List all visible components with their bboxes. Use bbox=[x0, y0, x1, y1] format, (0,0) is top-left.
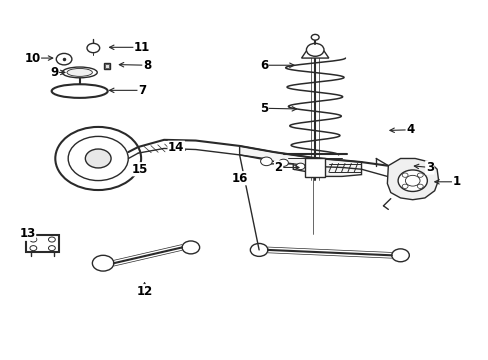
Ellipse shape bbox=[62, 67, 97, 78]
Text: 8: 8 bbox=[142, 59, 151, 72]
Circle shape bbox=[311, 35, 319, 40]
Text: 16: 16 bbox=[231, 172, 247, 185]
Text: 2: 2 bbox=[274, 161, 282, 174]
Circle shape bbox=[306, 43, 324, 56]
Circle shape bbox=[405, 175, 419, 186]
Circle shape bbox=[73, 88, 81, 94]
Circle shape bbox=[402, 173, 407, 177]
FancyBboxPatch shape bbox=[305, 158, 325, 177]
Circle shape bbox=[260, 157, 272, 166]
Circle shape bbox=[391, 249, 408, 262]
Circle shape bbox=[417, 173, 423, 177]
Circle shape bbox=[48, 237, 55, 242]
Circle shape bbox=[30, 246, 37, 251]
Ellipse shape bbox=[67, 68, 92, 76]
Circle shape bbox=[30, 237, 37, 242]
Polygon shape bbox=[386, 158, 438, 200]
Circle shape bbox=[58, 87, 67, 95]
Text: 11: 11 bbox=[134, 41, 150, 54]
Polygon shape bbox=[239, 146, 361, 176]
Text: 1: 1 bbox=[451, 175, 460, 188]
Text: 9: 9 bbox=[50, 66, 59, 79]
Text: 6: 6 bbox=[259, 59, 267, 72]
Text: 12: 12 bbox=[136, 285, 152, 298]
Polygon shape bbox=[301, 51, 328, 58]
Circle shape bbox=[48, 246, 55, 251]
Circle shape bbox=[92, 87, 102, 95]
Circle shape bbox=[296, 163, 305, 170]
Text: 14: 14 bbox=[168, 141, 184, 154]
Circle shape bbox=[397, 170, 427, 192]
Circle shape bbox=[85, 149, 111, 168]
Circle shape bbox=[55, 127, 141, 190]
Text: 13: 13 bbox=[20, 227, 36, 240]
Circle shape bbox=[250, 243, 267, 256]
Circle shape bbox=[417, 184, 423, 188]
Circle shape bbox=[92, 255, 114, 271]
Ellipse shape bbox=[52, 84, 107, 98]
Text: 4: 4 bbox=[406, 123, 413, 136]
Text: 15: 15 bbox=[131, 163, 147, 176]
Text: 10: 10 bbox=[24, 51, 41, 64]
Circle shape bbox=[87, 43, 100, 53]
Text: 3: 3 bbox=[425, 161, 433, 174]
Text: 7: 7 bbox=[138, 84, 146, 97]
Circle shape bbox=[68, 136, 128, 181]
Circle shape bbox=[402, 184, 407, 188]
Circle shape bbox=[278, 159, 288, 166]
FancyBboxPatch shape bbox=[26, 235, 59, 252]
Text: 5: 5 bbox=[259, 102, 267, 115]
Circle shape bbox=[182, 241, 199, 254]
Circle shape bbox=[56, 53, 72, 65]
